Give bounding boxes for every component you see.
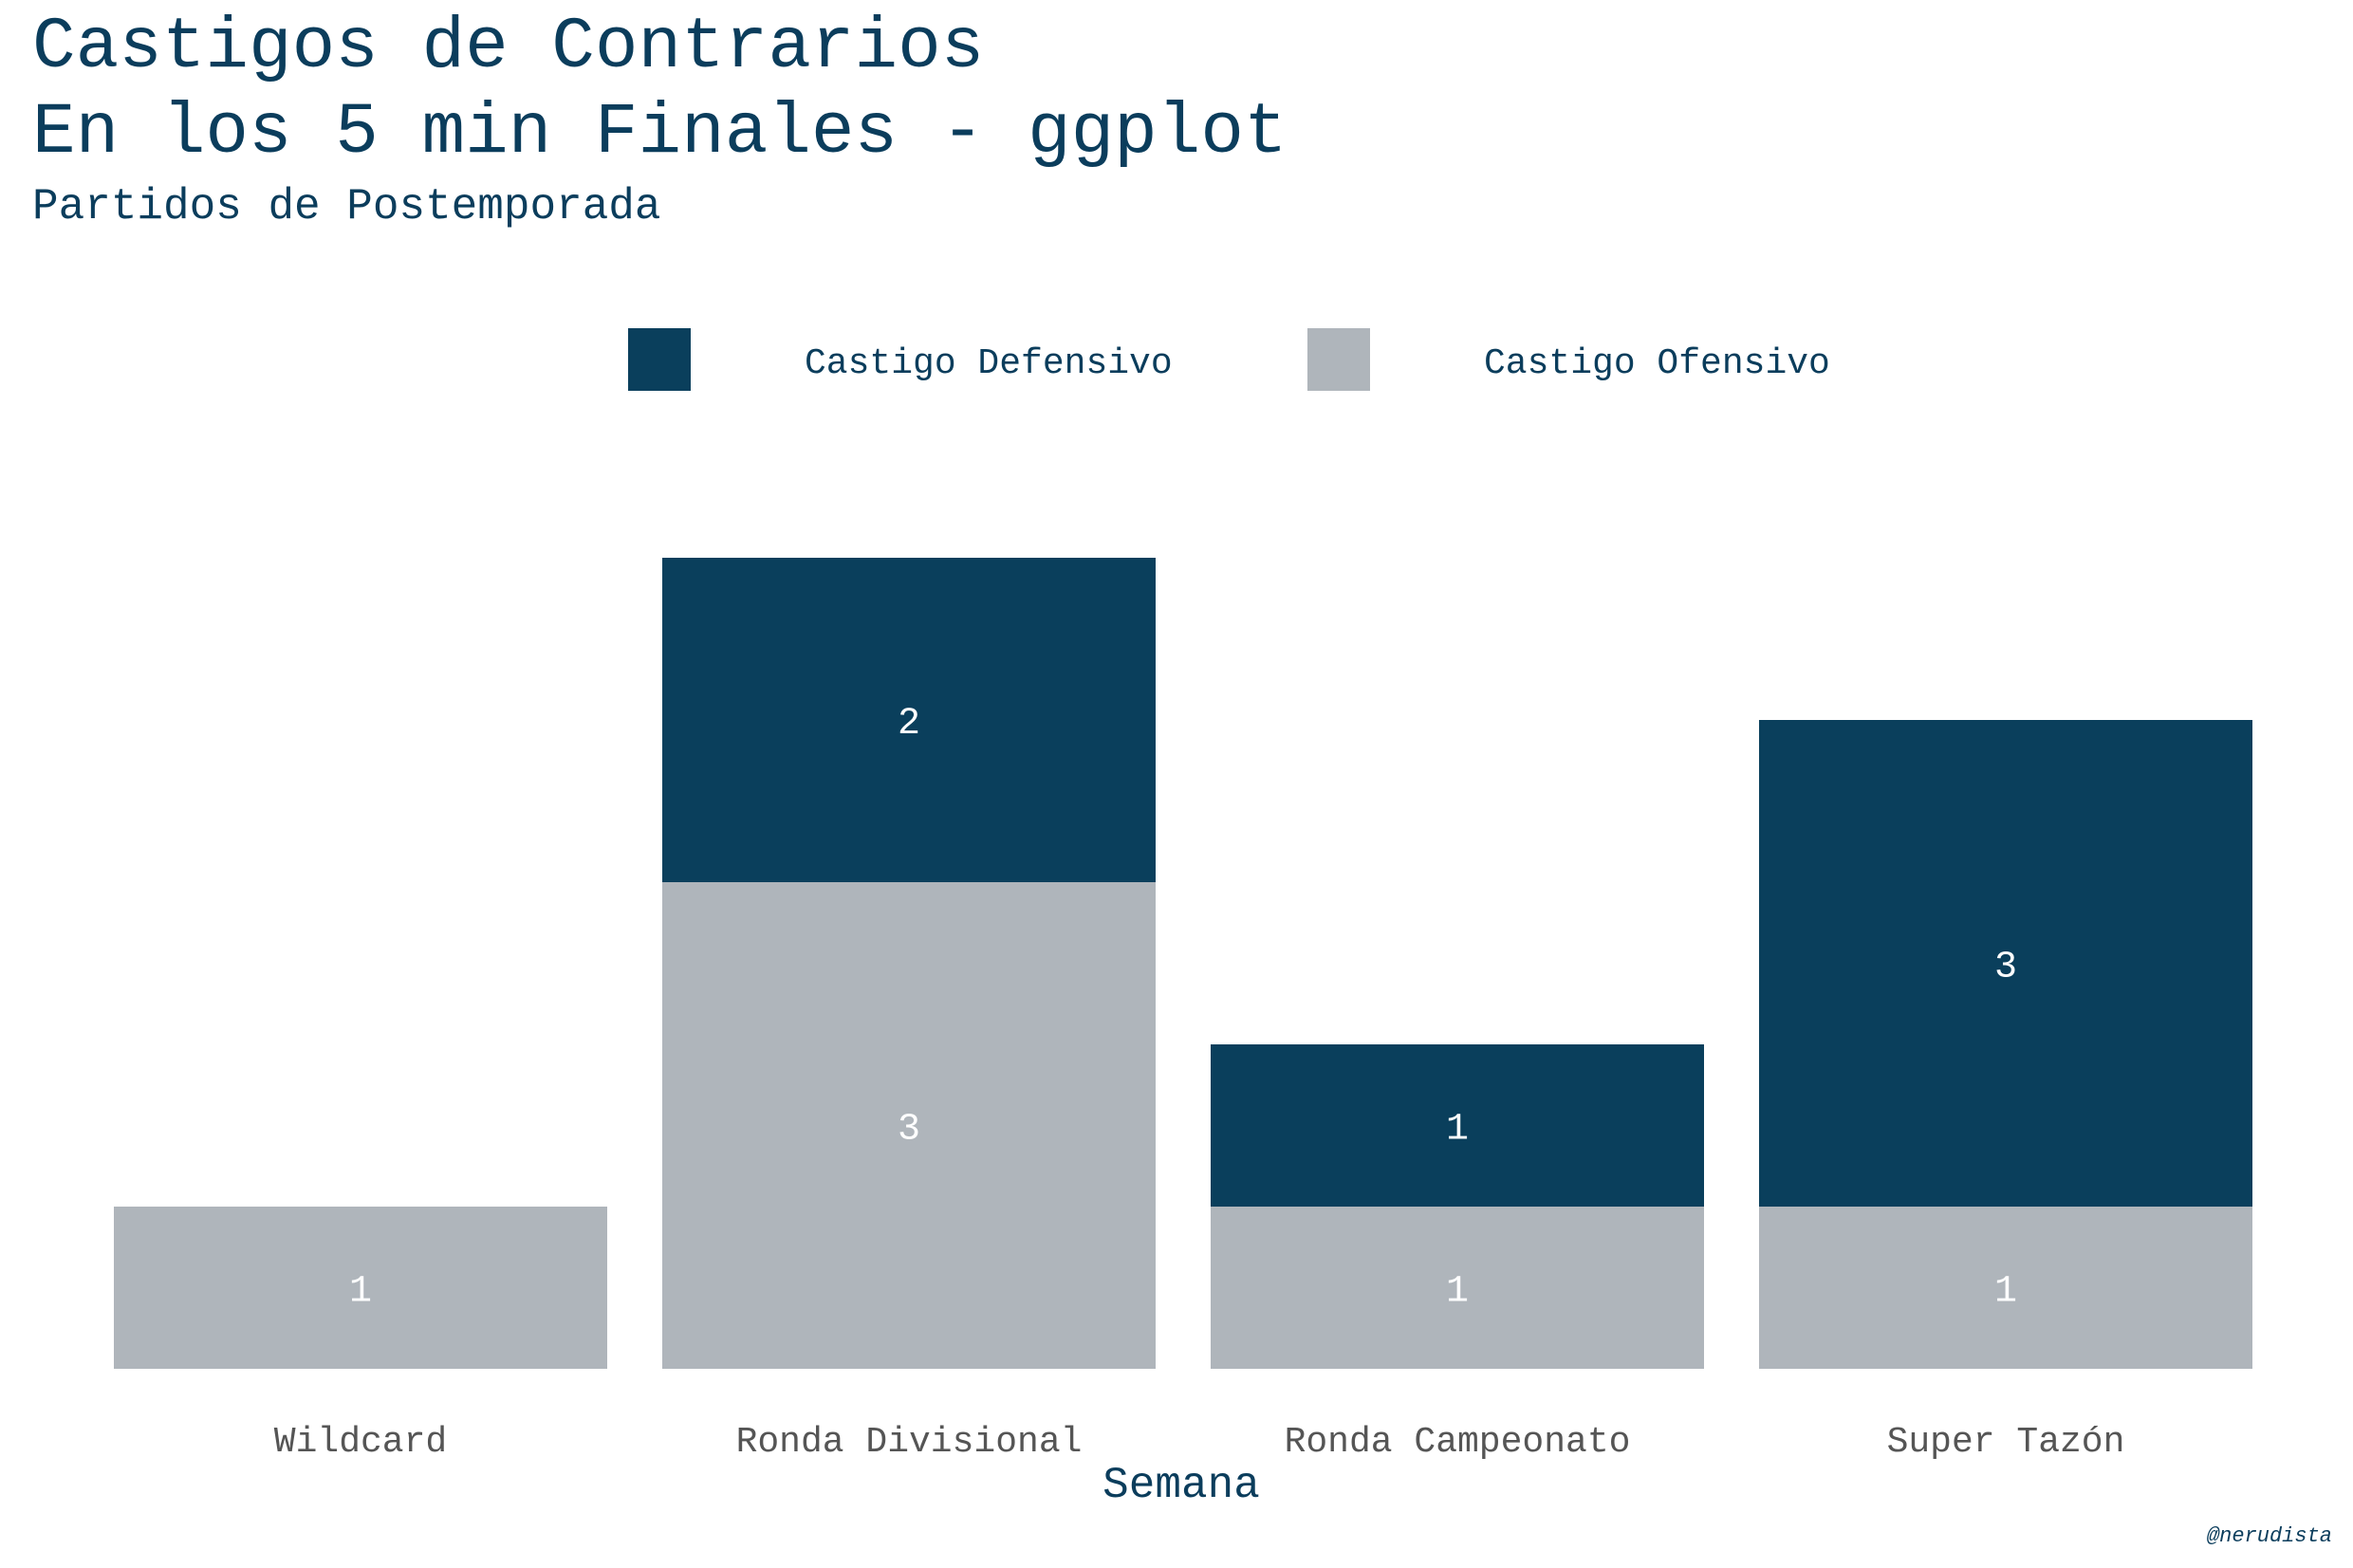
bar-wildcard-castigo-ofensivo [114, 1207, 607, 1369]
legend-swatch-castigo-defensivo [628, 328, 691, 391]
legend-label-castigo-defensivo: Castigo Defensivo [805, 343, 1173, 384]
x-axis-ticks: Wildcard Ronda Divisional Ronda Campeonato… [274, 1422, 2125, 1463]
bar-super-tazon-castigo-ofensivo [1759, 1207, 2252, 1369]
legend: Castigo Defensivo Castigo Ofensivo [628, 328, 1830, 391]
bar-label-ronda-campeonato-castigo-ofensivo: 1 [1446, 1271, 1469, 1314]
legend-label-castigo-ofensivo: Castigo Ofensivo [1484, 343, 1830, 384]
bar-label-ronda-divisional-castigo-ofensivo: 3 [898, 1109, 920, 1152]
x-tick-label-ronda-divisional: Ronda Divisional [736, 1422, 1083, 1463]
caption: @nerudista [2207, 1524, 2332, 1548]
x-tick-label-super-tazon: Super Tazón [1887, 1422, 2125, 1463]
bar-ronda-divisional-castigo-defensivo [662, 558, 1156, 882]
bar-ronda-divisional-castigo-ofensivo [662, 882, 1156, 1369]
chart-title-line-2: En los 5 min Finales - ggplot [32, 92, 1288, 174]
x-tick-label-ronda-campeonato: Ronda Campeonato [1285, 1422, 1631, 1463]
bar-super-tazon-castigo-defensivo [1759, 720, 2252, 1207]
bar-label-ronda-divisional-castigo-defensivo: 2 [898, 703, 920, 746]
x-tick-label-wildcard: Wildcard [274, 1422, 447, 1463]
bar-ronda-campeonato-castigo-ofensivo [1211, 1207, 1704, 1369]
bars-layer [114, 558, 2252, 1369]
bar-label-super-tazon-castigo-ofensivo: 1 [1994, 1271, 2017, 1314]
bar-label-wildcard-castigo-ofensivo: 1 [349, 1271, 372, 1314]
bar-ronda-campeonato-castigo-defensivo [1211, 1044, 1704, 1207]
x-axis-title: Semana [1102, 1461, 1260, 1510]
bar-label-ronda-campeonato-castigo-defensivo: 1 [1446, 1109, 1469, 1152]
legend-swatch-castigo-ofensivo [1307, 328, 1370, 391]
chart-title-line-1: Castigos de Contrarios [32, 7, 984, 88]
chart-subtitle: Partidos de Postemporada [32, 182, 661, 231]
bar-label-super-tazon-castigo-defensivo: 3 [1994, 947, 2017, 989]
bar-labels-layer: 1 3 2 1 1 1 3 [349, 703, 2017, 1314]
